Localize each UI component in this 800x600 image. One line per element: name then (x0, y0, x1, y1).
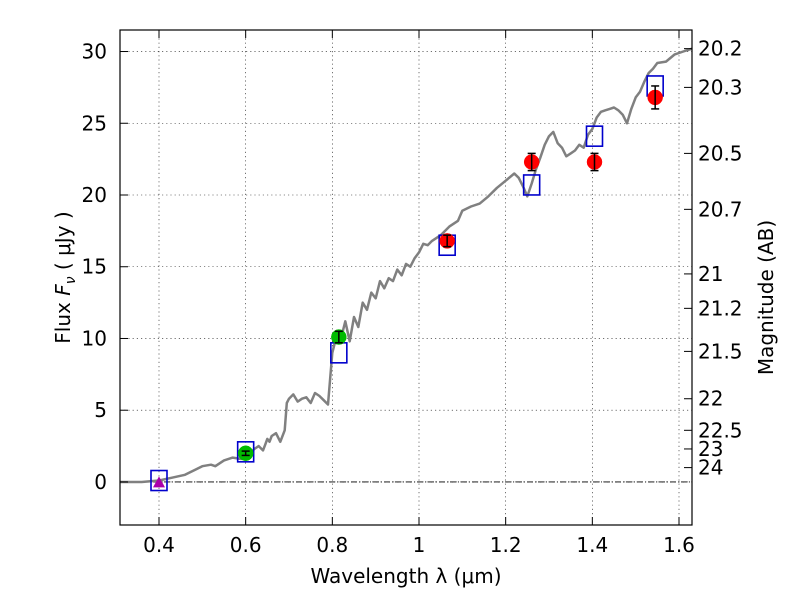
model-flux-square (585, 125, 604, 147)
y2-tick-label: 20.7 (698, 197, 743, 221)
x-tick-label: 1.4 (576, 533, 608, 557)
ticks (120, 30, 692, 525)
y-tick-label: 15 (82, 255, 107, 279)
x-tick-label: 0.6 (230, 533, 262, 557)
y-tick-label: 0 (94, 470, 107, 494)
series-layer (120, 47, 693, 492)
x-tick-label: 1.6 (663, 533, 695, 557)
y2-tick-label: 20.2 (698, 37, 743, 61)
x-tick-label: 1 (413, 533, 426, 557)
model-flux-square (522, 174, 541, 196)
y2-axis-label: Magnitude (AB) (754, 220, 778, 375)
y-axis-label-subscript: ν (63, 276, 79, 284)
y2-tick-label: 21.2 (698, 296, 743, 320)
y-tick-label: 10 (82, 326, 107, 350)
y-tick-label: 5 (94, 398, 107, 422)
model-flux-square (236, 441, 255, 463)
y2-tick-label: 20.3 (698, 75, 743, 99)
plot-frame (119, 29, 693, 526)
y2-tick-label: 22 (698, 387, 723, 411)
y2-tick-label: 23 (698, 437, 723, 461)
y2-tick-label: 24 (698, 456, 723, 480)
y2-tick-label: 22.5 (698, 418, 743, 442)
grid-lines (120, 30, 692, 525)
x-axis-label: Wavelength λ (μm) (310, 564, 501, 588)
y2-tick-label: 21 (698, 262, 723, 286)
tick-labels: 0.4 0.6 0.8 1 1.2 1.4 1.6 0 5 10 15 20 25 30 20.2 20.3 2… (82, 37, 743, 557)
y-tick-label: 25 (82, 111, 107, 135)
spectrum-line (120, 47, 693, 484)
y-axis-label-symbol: F (51, 284, 75, 296)
model-flux-square (150, 469, 168, 492)
y-tick-label: 30 (82, 40, 107, 64)
y-tick-label: 20 (82, 183, 107, 207)
y-axis-label-prefix: Flux (51, 296, 75, 344)
y2-tick-label: 21.5 (698, 339, 743, 363)
x-tick-label: 1.2 (490, 533, 522, 557)
y2-tick-label: 20.5 (698, 141, 743, 165)
x-tick-label: 0.8 (316, 533, 348, 557)
y-axis-label-suffix: ( μJy ) (51, 211, 75, 276)
y-axis-label: Flux Fν ( μJy ) (51, 211, 79, 343)
x-tick-label: 0.4 (143, 533, 175, 557)
upper-limit-marker (153, 476, 165, 488)
